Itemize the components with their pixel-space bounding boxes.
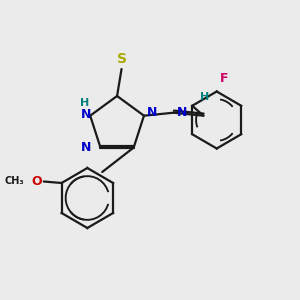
Text: CH₃: CH₃ — [5, 176, 24, 187]
Text: S: S — [116, 52, 127, 66]
Text: H: H — [80, 98, 89, 108]
Text: N: N — [81, 141, 92, 154]
Text: N: N — [177, 106, 187, 119]
Text: O: O — [32, 175, 42, 188]
Text: F: F — [220, 73, 228, 85]
Text: N: N — [81, 108, 91, 121]
Text: H: H — [200, 92, 209, 102]
Text: N: N — [147, 106, 157, 119]
